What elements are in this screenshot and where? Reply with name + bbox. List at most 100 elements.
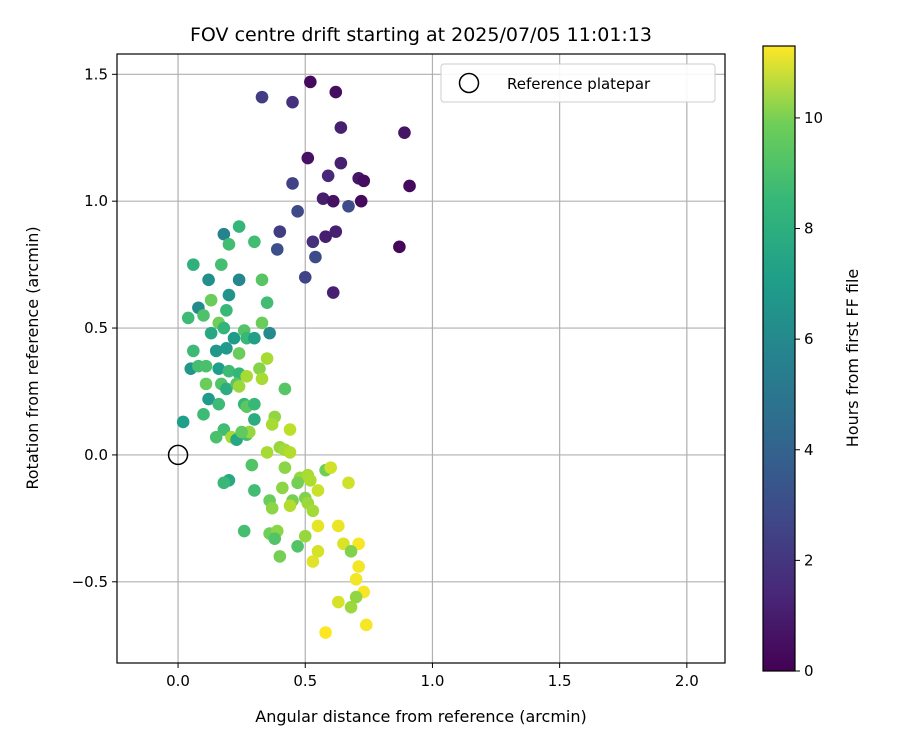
scatter-point (349, 590, 363, 604)
scatter-point (306, 504, 320, 518)
scatter-point (237, 524, 251, 538)
legend-box (440, 63, 716, 103)
scatter-point (232, 347, 246, 360)
scatter-point (329, 85, 343, 99)
colorbar-frame (762, 45, 796, 672)
scatter-point (298, 529, 312, 543)
scatter-point (286, 95, 299, 109)
x-tick-label: 1.0 (421, 672, 445, 690)
scatter-point (283, 423, 297, 436)
y-axis-ticks: −0.5 0.0 0.5 1.0 1.5 (72, 65, 117, 591)
scatter-point (319, 626, 332, 639)
scatter-points (176, 75, 416, 639)
scatter-point (197, 408, 210, 421)
colorbar-tick-label: 2 (804, 551, 814, 569)
scatter-point (220, 382, 233, 396)
scatter-point (332, 519, 345, 533)
scatter-point (360, 618, 373, 632)
colorbar-ticks: 0 2 4 6 8 10 (795, 109, 823, 680)
scatter-point (342, 476, 355, 490)
scatter-point (209, 430, 223, 444)
scatter-point (326, 286, 340, 299)
y-tick-label: 0.0 (84, 446, 108, 464)
scatter-point (403, 179, 416, 193)
scatter-point (265, 418, 279, 431)
scatter-point (212, 362, 226, 375)
scatter-point (304, 75, 317, 89)
scatter-point (263, 326, 276, 340)
scatter-point (278, 461, 292, 474)
scatter-point (291, 539, 304, 553)
x-axis-ticks: 0.0 0.5 1.0 1.5 2.0 (166, 663, 699, 690)
x-tick-label: 0.5 (293, 672, 317, 690)
x-tick-label: 2.0 (675, 672, 699, 690)
scatter-point (227, 331, 241, 345)
scatter-point (283, 446, 297, 459)
scatter-point (260, 446, 274, 459)
scatter-point (357, 174, 371, 188)
scatter-point (311, 519, 325, 533)
legend: Reference platepar (440, 63, 716, 103)
scatter-point (209, 344, 223, 358)
scatter-point (311, 484, 325, 497)
legend-reference-label: Reference platepar (507, 75, 651, 93)
grid (117, 54, 725, 663)
legend-reference-marker (458, 72, 480, 94)
scatter-point (248, 235, 261, 249)
scatter-point (334, 156, 348, 170)
scatter-point (235, 425, 248, 439)
scatter-point (304, 474, 317, 487)
scatter-point (248, 413, 261, 426)
scatter-point (326, 194, 340, 208)
colorbar-gradient (763, 46, 795, 671)
scatter-point (187, 344, 200, 358)
y-tick-label: −0.5 (72, 573, 108, 591)
scatter-point (283, 499, 297, 512)
scatter-point (306, 235, 320, 249)
colorbar-tick-label: 8 (804, 220, 814, 238)
scatter-point (342, 199, 355, 213)
scatter-point (332, 595, 345, 609)
scatter-point (204, 326, 218, 340)
scatter-point (220, 342, 233, 355)
scatter-point (217, 476, 231, 490)
scatter-point (276, 481, 289, 495)
scatter-point (199, 359, 213, 373)
scatter-point (319, 230, 332, 243)
scatter-point (222, 364, 236, 378)
scatter-point (217, 227, 231, 241)
reference-platepar-marker (167, 444, 189, 466)
scatter-point (181, 311, 195, 325)
colorbar-tick-label: 10 (804, 109, 823, 127)
scatter-point (273, 225, 287, 238)
y-tick-label: 0.5 (84, 319, 108, 337)
scatter-point (197, 309, 210, 322)
scatter-point (352, 537, 365, 551)
scatter-point (278, 382, 292, 396)
scatter-point (344, 545, 358, 558)
scatter-point (215, 258, 228, 271)
scatter-point (255, 372, 269, 386)
scatter-point (273, 550, 287, 563)
scatter-point (232, 273, 246, 287)
x-tick-label: 1.5 (548, 672, 572, 690)
y-axis-label: Rotation from reference (arcmin) (23, 226, 42, 489)
scatter-point (311, 545, 325, 558)
scatter-point (306, 555, 320, 568)
y-tick-label: 1.5 (84, 65, 108, 83)
scatter-point (291, 476, 304, 490)
scatter-point (268, 532, 282, 545)
plot-frame (116, 53, 726, 664)
scatter-point (265, 501, 279, 515)
scatter-point (255, 273, 269, 287)
scatter-point (324, 461, 337, 474)
scatter-point (217, 321, 231, 335)
scatter-point (321, 169, 335, 183)
scatter-point (286, 177, 299, 190)
scatter-point (398, 126, 411, 139)
scatter-point (248, 484, 261, 497)
scatter-point (232, 220, 246, 233)
colorbar-label: Hours from first FF file (843, 269, 862, 448)
scatter-point (204, 293, 218, 307)
